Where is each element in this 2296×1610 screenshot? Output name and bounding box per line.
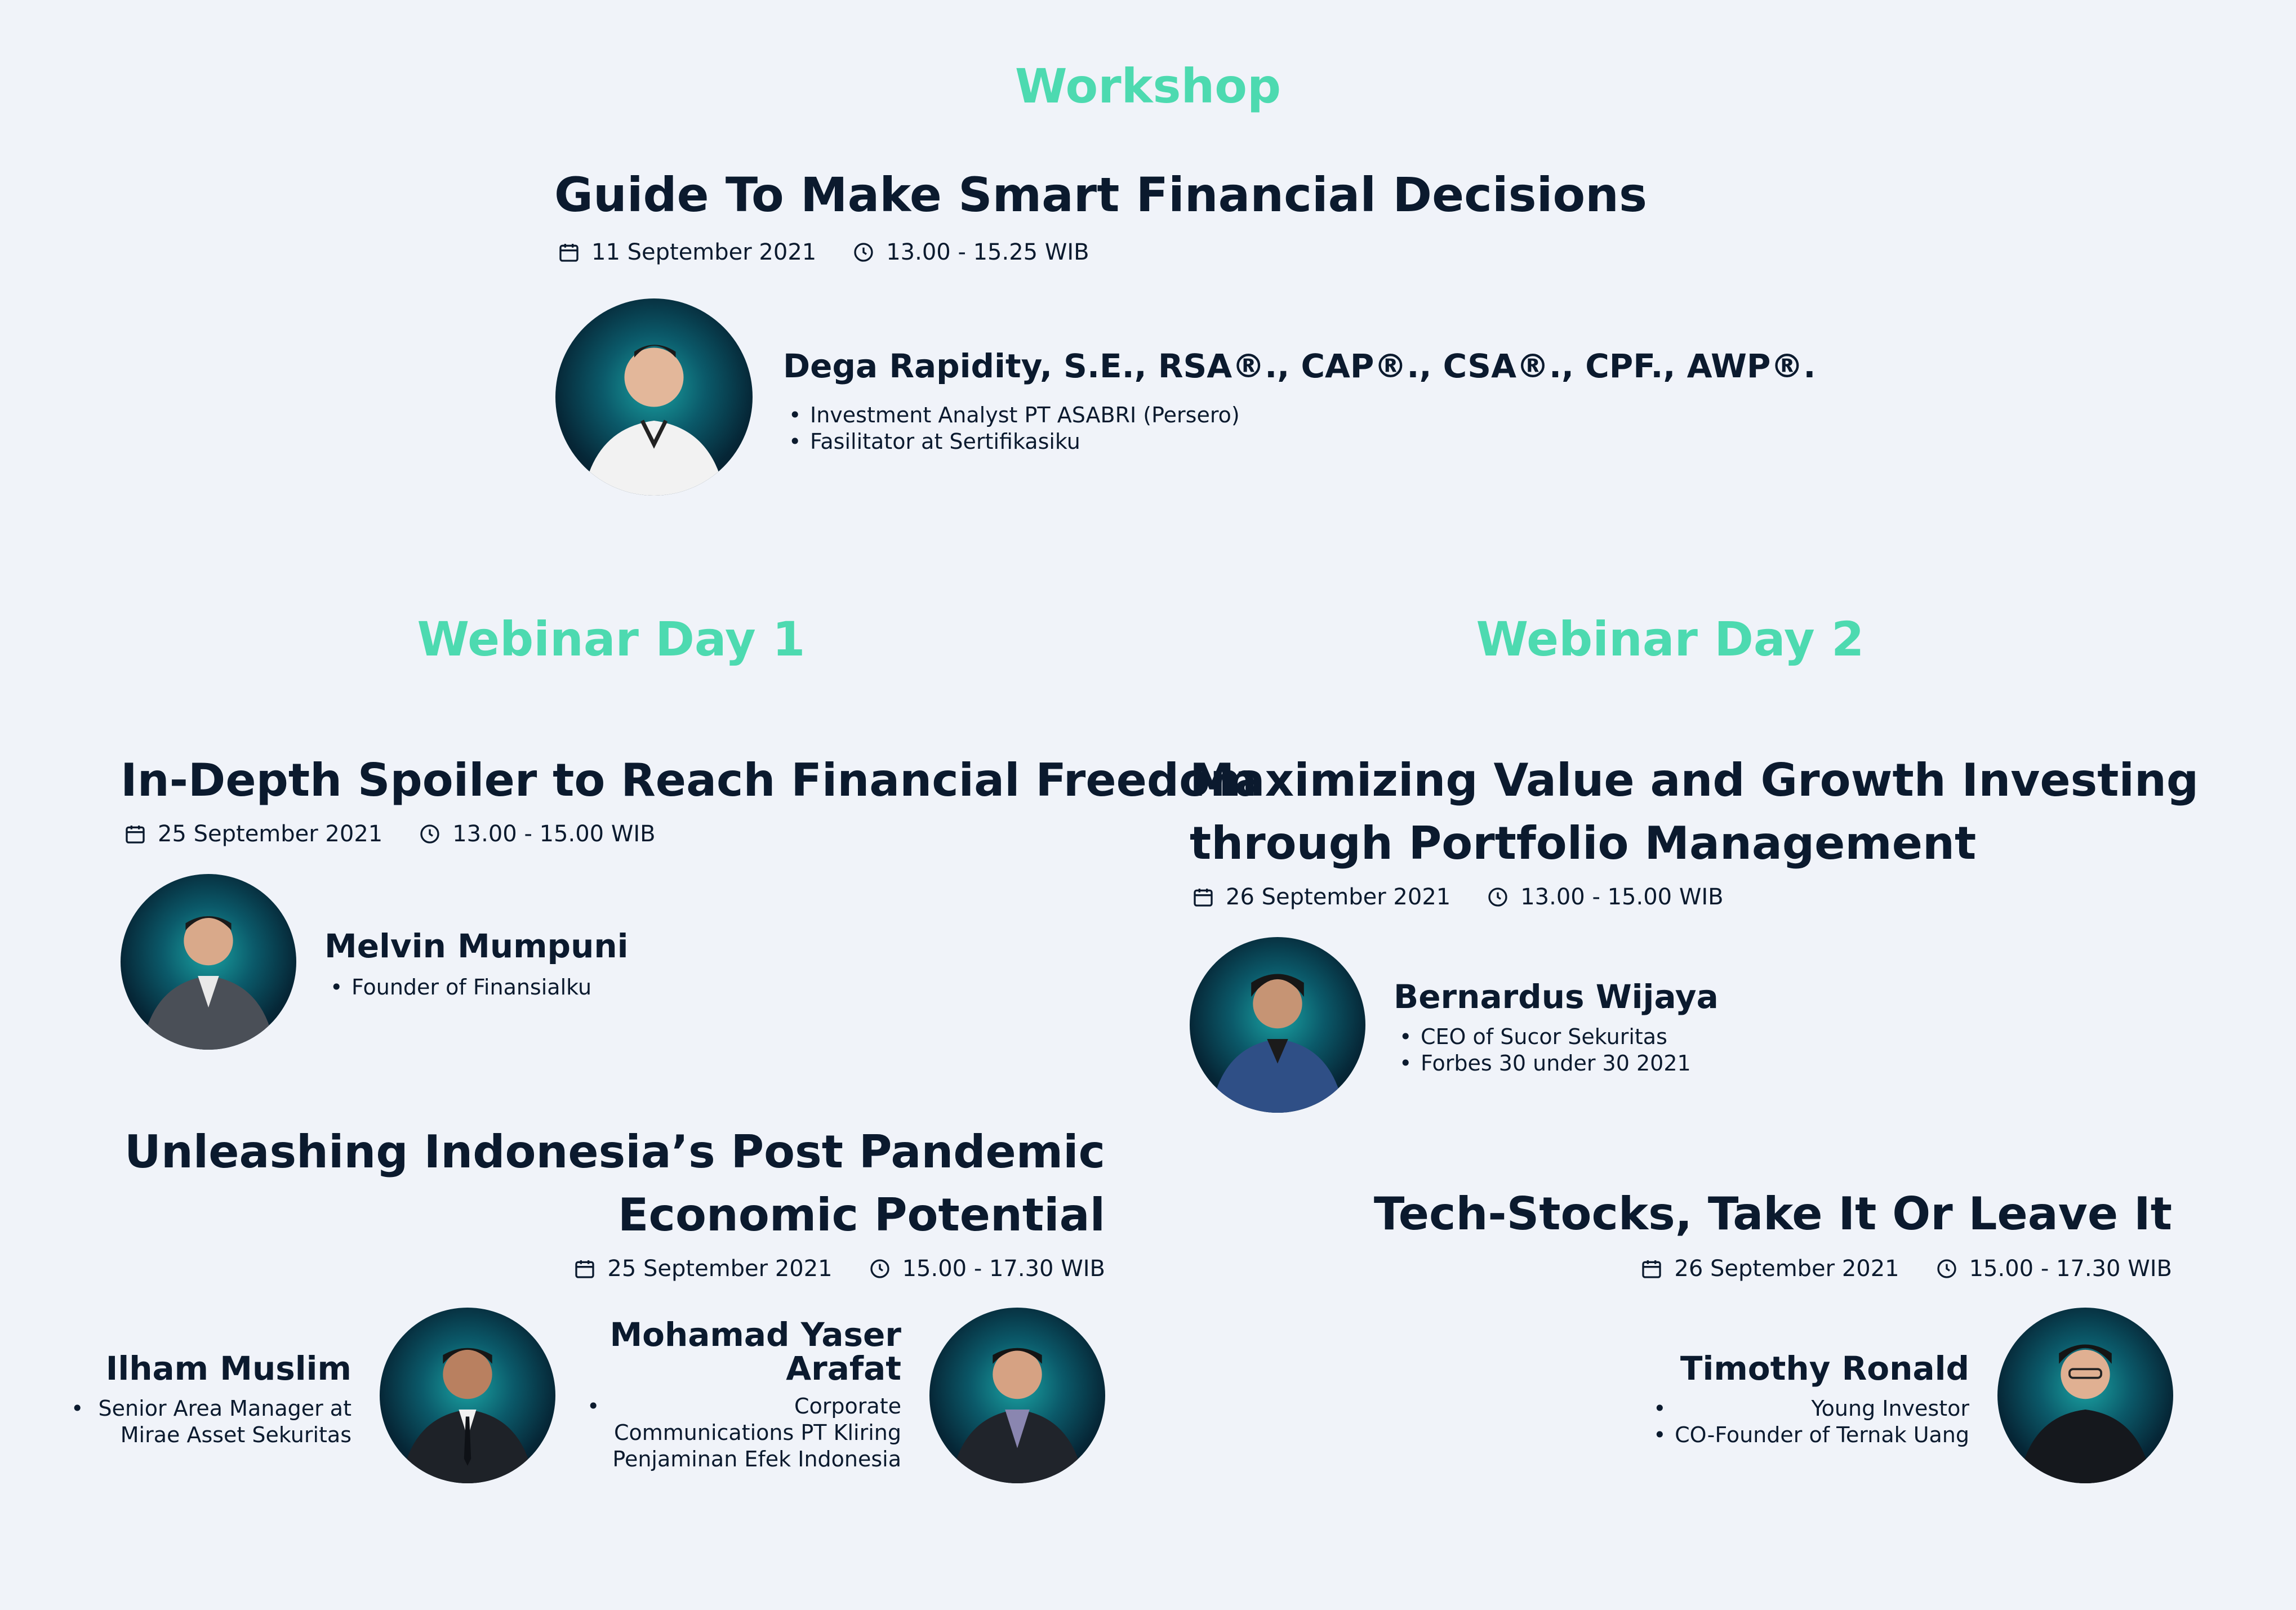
calendar-icon <box>126 826 145 844</box>
time-item: 15.00 - 17.30 WIB <box>869 1256 1105 1282</box>
time-item: 13.00 - 15.00 WIB <box>419 821 656 847</box>
speaker-role: Investment Analyst PT ASABRI (Persero) <box>787 402 1240 429</box>
person-silhouette-icon <box>401 1348 535 1483</box>
speaker-roles: Corporate Communications PT Kliring Penj… <box>586 1393 901 1473</box>
calendar-icon <box>575 1260 595 1278</box>
speaker-avatar <box>121 874 296 1050</box>
session-title-line: Economic Potential <box>617 1189 1105 1241</box>
session-title-line: through Portfolio Management <box>1190 817 1977 869</box>
person-silhouette-icon <box>583 345 725 496</box>
session-meta: 25 September 2021 15.00 - 17.30 WIB <box>573 1256 1105 1282</box>
speaker-name: Ilham Muslim <box>105 1349 351 1388</box>
session-title: Maximizing Value and Growth Investing th… <box>1190 749 2199 875</box>
session-date: 25 September 2021 <box>158 821 383 847</box>
speaker-name: Timothy Ronald <box>1680 1349 1969 1388</box>
workshop-meta: 11 September 2021 13.00 - 15.25 WIB <box>558 239 1089 265</box>
speaker-roles: Founder of Finansialku <box>329 974 591 1001</box>
speaker-name: Mohamad Yaser Arafat <box>609 1315 901 1388</box>
session-title-line: Maximizing Value and Growth Investing <box>1190 754 2199 806</box>
speaker-avatar <box>380 1308 555 1483</box>
person-silhouette-icon <box>950 1348 1084 1483</box>
session-time: 13.00 - 15.00 WIB <box>1520 884 1724 910</box>
session-title: Tech-Stocks, Take It Or Leave It <box>1373 1188 2172 1240</box>
webinar-day-1-heading: Webinar Day 1 <box>417 612 806 667</box>
speaker-role: CEO of Sucor Sekuritas <box>1398 1024 1691 1050</box>
session-time: 13.00 - 15.00 WIB <box>452 821 656 847</box>
session-time: 15.00 - 17.30 WIB <box>902 1256 1105 1282</box>
speaker-avatar <box>1997 1308 2173 1483</box>
session-meta: 26 September 2021 13.00 - 15.00 WIB <box>1192 884 1724 910</box>
time-item: 13.00 - 15.00 WIB <box>1487 884 1724 910</box>
date-item: 25 September 2021 <box>573 1256 833 1282</box>
date-item: 26 September 2021 <box>1640 1256 1899 1282</box>
workshop-heading: Workshop <box>1014 59 1282 114</box>
session-title: Unleashing Indonesia’s Post Pandemic Eco… <box>124 1121 1105 1247</box>
calendar-icon <box>1642 1260 1662 1278</box>
session-title: In-Depth Spoiler to Reach Financial Free… <box>121 754 1257 806</box>
speaker-roles: Young Investor CO-Founder of Ternak Uang <box>1652 1395 1969 1448</box>
person-silhouette-icon <box>2018 1344 2152 1483</box>
session-title-line: Unleashing Indonesia’s Post Pandemic <box>124 1126 1105 1178</box>
session-date: 26 September 2021 <box>1226 884 1451 910</box>
speaker-role: Forbes 30 under 30 2021 <box>1398 1050 1691 1077</box>
speaker-roles: CEO of Sucor Sekuritas Forbes 30 under 3… <box>1398 1024 1691 1077</box>
time-item: 15.00 - 17.30 WIB <box>1935 1256 2172 1282</box>
session-time: 13.00 - 15.25 WIB <box>886 239 1089 265</box>
speaker-avatar <box>555 298 753 496</box>
speaker-avatar <box>1190 937 1365 1113</box>
clock-icon <box>1488 887 1507 907</box>
speaker-role: Senior Area Manager at Mirae Asset Sekur… <box>70 1395 351 1448</box>
session-time: 15.00 - 17.30 WIB <box>1969 1256 2172 1282</box>
session-meta: 26 September 2021 15.00 - 17.30 WIB <box>1640 1256 2172 1282</box>
calendar-icon <box>559 244 579 262</box>
session-date: 25 September 2021 <box>607 1256 833 1282</box>
session-meta: 25 September 2021 13.00 - 15.00 WIB <box>124 821 656 847</box>
session-date: 11 September 2021 <box>591 239 817 265</box>
person-silhouette-icon <box>141 916 275 1050</box>
speaker-name: Dega Rapidity, S.E., RSA®., CAP®., CSA®.… <box>783 347 1816 385</box>
clock-icon <box>870 1259 889 1278</box>
clock-icon <box>420 824 439 844</box>
date-item: 26 September 2021 <box>1192 884 1450 910</box>
speaker-role: Corporate Communications PT Kliring Penj… <box>586 1393 901 1473</box>
speaker-role: Fasilitator at Sertifikasiku <box>787 429 1240 455</box>
speaker-roles: Investment Analyst PT ASABRI (Persero) F… <box>787 402 1240 455</box>
speaker-role: Founder of Finansialku <box>329 974 591 1001</box>
date-item: 11 September 2021 <box>558 239 816 265</box>
webinar-day-2-heading: Webinar Day 2 <box>1476 612 1865 667</box>
date-item: 25 September 2021 <box>124 821 382 847</box>
speaker-avatar <box>929 1308 1105 1483</box>
person-silhouette-icon <box>1211 974 1345 1113</box>
session-date: 26 September 2021 <box>1674 1256 1899 1282</box>
speaker-role: CO-Founder of Ternak Uang <box>1652 1422 1969 1448</box>
time-item: 13.00 - 15.25 WIB <box>852 239 1089 265</box>
calendar-icon <box>1194 889 1213 907</box>
speaker-name: Bernardus Wijaya <box>1394 978 1719 1016</box>
speaker-name: Melvin Mumpuni <box>324 927 629 965</box>
clock-icon <box>854 243 873 262</box>
clock-icon <box>1937 1259 1956 1278</box>
workshop-title: Guide To Make Smart Financial Decisions <box>554 167 1647 222</box>
speaker-role: Young Investor <box>1652 1395 1969 1422</box>
speaker-roles: Senior Area Manager at Mirae Asset Sekur… <box>70 1395 351 1448</box>
